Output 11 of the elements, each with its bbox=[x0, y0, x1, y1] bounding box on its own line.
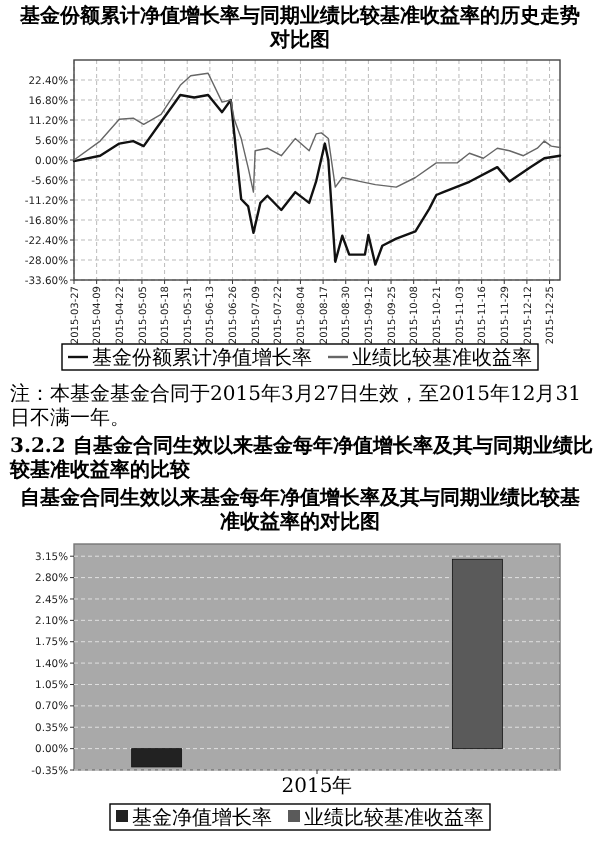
text: 3.2.2 自基金合同生效以来基金每年净值增长率及其与同期业绩比较基准收益率的比较 bbox=[8, 434, 593, 482]
chart-title: 基金份额累计净值增长率与同期业绩比较基准收益率的历史走势对比图 bbox=[18, 4, 580, 52]
chart-title: 自基金合同生效以来基金每年净值增长率及其与同期业绩比较基准收益率的对比图 bbox=[20, 486, 580, 534]
x-tick-label: 2015年 bbox=[281, 774, 353, 798]
legend-label: 业绩比较基准收益率 bbox=[352, 346, 532, 370]
legend-label: 基金净值增长率 bbox=[132, 806, 272, 830]
legend-label: 基金份额累计净值增长率 bbox=[92, 346, 312, 370]
line-series bbox=[72, 93, 562, 266]
legend-label: 业绩比较基准收益率 bbox=[304, 806, 484, 830]
line-series bbox=[73, 72, 561, 193]
text: 注：本基金基金合同于2015年3月27日生效，至2015年12月31日不满一年。 bbox=[10, 382, 581, 430]
